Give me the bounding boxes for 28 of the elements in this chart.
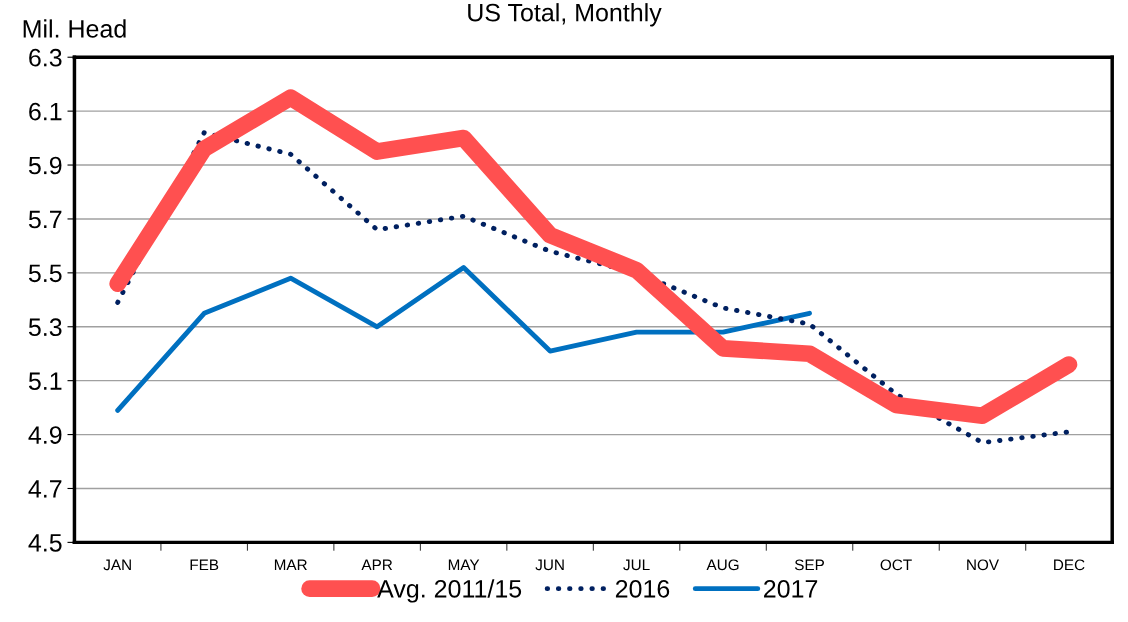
x-tick-label: MAY [448,559,480,571]
y-tick-label: 5.5 [28,264,62,283]
x-tick-label: FEB [190,559,219,571]
y-tick-label: 5.7 [28,210,62,229]
legend-label: 2016 [615,579,670,598]
y-tick-label: 5.1 [28,372,62,390]
y-tick-label: 4.5 [28,534,62,552]
y-tick-label: 6.1 [29,102,62,121]
x-tick-label: DEC [1054,559,1085,571]
x-tick-label: JUL [623,559,650,571]
y-tick-label: 4.7 [28,480,62,498]
x-tick-label: AUG [706,559,739,571]
line-series [115,265,812,413]
y-tick-label: 6.3 [29,48,62,67]
x-tick-label: OCT [880,559,912,571]
x-tick-label: JAN [103,559,131,571]
y-tick-label: 5.9 [28,156,62,175]
y-tick-label: 4.9 [28,426,62,444]
x-tick-label: JUN [535,559,564,571]
legend-label: Avg. 2011/15 [377,579,522,603]
x-tick-label: APR [361,559,393,571]
y-tick-label: 5.3 [28,318,62,337]
y-axis-title: Mil. Head [23,19,126,38]
x-tick-label: NOV [967,559,999,571]
x-tick-label: SEP [794,559,825,571]
chart-title: US Total, Monthly [468,3,662,27]
legend-label: 2017 [764,579,818,598]
x-tick-label: MAR [274,559,307,571]
